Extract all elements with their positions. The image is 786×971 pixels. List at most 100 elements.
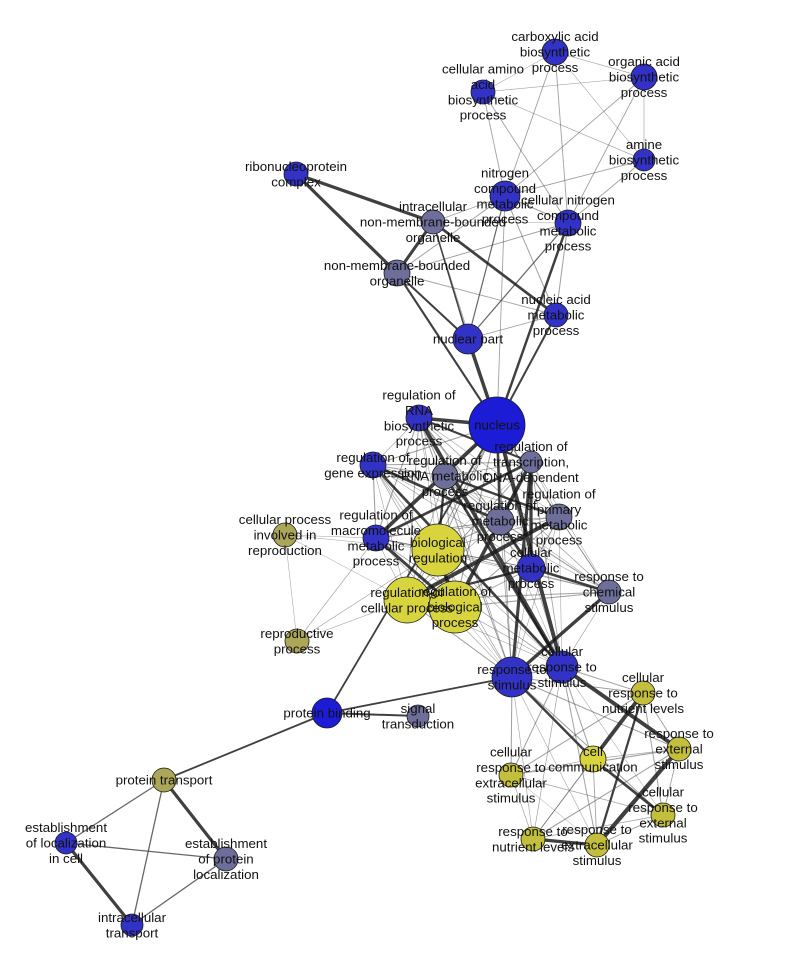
svg-text:process: process (508, 576, 555, 591)
svg-text:biosynthetic: biosynthetic (520, 45, 591, 60)
svg-text:ribonucleoprotein: ribonucleoprotein (245, 159, 347, 174)
svg-text:stimulus: stimulus (585, 600, 634, 615)
svg-text:amine: amine (626, 137, 662, 152)
svg-text:process: process (396, 434, 443, 449)
svg-text:carboxylic acid: carboxylic acid (511, 29, 598, 44)
svg-text:acid: acid (471, 77, 495, 92)
svg-text:in cell: in cell (49, 851, 83, 866)
svg-text:extracellular: extracellular (475, 775, 547, 790)
svg-text:reproduction: reproduction (248, 543, 322, 558)
svg-text:metabolic: metabolic (503, 561, 560, 576)
svg-text:process: process (477, 529, 524, 544)
svg-text:protein binding: protein binding (283, 706, 370, 721)
svg-text:macromolecule: macromolecule (331, 523, 421, 538)
svg-text:non-membrane-bounded: non-membrane-bounded (324, 258, 470, 273)
svg-text:cellular: cellular (541, 644, 584, 659)
svg-text:process: process (274, 641, 321, 656)
svg-text:metabolic: metabolic (540, 223, 597, 238)
svg-text:establishment: establishment (185, 836, 267, 851)
svg-text:nucleus: nucleus (474, 418, 520, 433)
svg-text:response to: response to (527, 660, 596, 675)
svg-text:biological: biological (410, 535, 465, 550)
svg-text:regulation of: regulation of (408, 453, 481, 468)
svg-text:localization: localization (193, 867, 259, 882)
svg-text:regulation of: regulation of (494, 439, 567, 454)
svg-text:cellular: cellular (490, 745, 533, 760)
svg-text:stimulus: stimulus (488, 677, 537, 692)
svg-text:regulation of: regulation of (382, 388, 455, 403)
svg-text:primary: primary (537, 502, 582, 517)
svg-text:process: process (460, 108, 507, 123)
svg-text:metabolic: metabolic (472, 514, 529, 529)
svg-text:regulation: regulation (409, 550, 467, 565)
svg-text:stimulus: stimulus (573, 853, 622, 868)
svg-text:RNA: RNA (405, 403, 433, 418)
svg-text:biosynthetic: biosynthetic (609, 153, 680, 168)
svg-text:intracellular: intracellular (399, 199, 468, 214)
svg-text:metabolic: metabolic (531, 517, 588, 532)
svg-text:regulation of: regulation of (336, 450, 409, 465)
svg-text:metabolic: metabolic (348, 538, 405, 553)
svg-text:transduction: transduction (382, 716, 454, 731)
svg-text:process: process (533, 323, 580, 338)
svg-text:biological: biological (427, 600, 482, 615)
svg-text:stimulus: stimulus (655, 757, 704, 772)
svg-text:signal: signal (401, 701, 436, 716)
svg-text:organelle: organelle (406, 230, 461, 245)
svg-text:reproductive: reproductive (260, 626, 333, 641)
svg-text:response to: response to (498, 824, 567, 839)
svg-text:biosynthetic: biosynthetic (609, 70, 680, 85)
svg-text:cellular process: cellular process (239, 512, 332, 527)
svg-text:cellular: cellular (622, 670, 665, 685)
svg-text:biosynthetic: biosynthetic (448, 92, 519, 107)
svg-text:nucleic acid: nucleic acid (521, 292, 590, 307)
svg-text:RNA metabolic: RNA metabolic (401, 469, 489, 484)
svg-text:organic acid: organic acid (608, 54, 680, 69)
svg-text:cellular amino: cellular amino (442, 62, 524, 77)
svg-text:nitrogen: nitrogen (481, 166, 529, 181)
svg-text:biosynthetic: biosynthetic (384, 418, 455, 433)
svg-text:of protein: of protein (198, 852, 253, 867)
svg-text:process: process (432, 615, 479, 630)
svg-text:cell: cell (583, 744, 603, 759)
svg-text:process: process (621, 85, 668, 100)
svg-text:protein transport: protein transport (116, 773, 213, 788)
svg-text:process: process (545, 239, 592, 254)
svg-text:stimulus: stimulus (639, 831, 688, 846)
svg-text:response to: response to (562, 822, 631, 837)
svg-text:process: process (422, 484, 469, 499)
svg-text:response to: response to (608, 686, 677, 701)
svg-text:complex: complex (271, 174, 321, 189)
svg-text:extracellular: extracellular (561, 838, 633, 853)
svg-text:response to: response to (476, 760, 545, 775)
svg-text:regulation of: regulation of (418, 584, 491, 599)
svg-text:nutrient levels: nutrient levels (602, 701, 684, 716)
svg-text:intracellular: intracellular (98, 910, 167, 925)
svg-text:nuclear part: nuclear part (433, 332, 504, 347)
svg-text:process: process (532, 60, 579, 75)
svg-text:response to: response to (628, 800, 697, 815)
svg-text:cellular: cellular (510, 545, 553, 560)
svg-text:communication: communication (548, 759, 637, 774)
svg-text:metabolic: metabolic (528, 308, 585, 323)
svg-text:response to: response to (644, 726, 713, 741)
svg-text:establishment: establishment (25, 820, 107, 835)
svg-text:regulation of: regulation of (463, 498, 536, 513)
svg-text:external: external (639, 815, 686, 830)
svg-text:involved in: involved in (254, 528, 317, 543)
svg-text:DNA-dependent: DNA-dependent (483, 470, 579, 485)
svg-text:stimulus: stimulus (487, 791, 536, 806)
svg-text:process: process (353, 554, 400, 569)
svg-text:process: process (621, 168, 668, 183)
svg-text:regulation of: regulation of (339, 508, 412, 523)
svg-text:cellular nitrogen: cellular nitrogen (521, 193, 615, 208)
svg-text:non-membrane-bounded: non-membrane-bounded (360, 215, 506, 230)
svg-text:organelle: organelle (370, 273, 425, 288)
svg-text:chemical: chemical (583, 585, 636, 600)
svg-text:response to: response to (574, 569, 643, 584)
svg-text:transport: transport (106, 925, 159, 940)
svg-text:transcription,: transcription, (493, 455, 569, 470)
svg-text:cellular: cellular (642, 785, 685, 800)
svg-text:of localization: of localization (26, 836, 107, 851)
svg-text:stimulus: stimulus (538, 675, 587, 690)
